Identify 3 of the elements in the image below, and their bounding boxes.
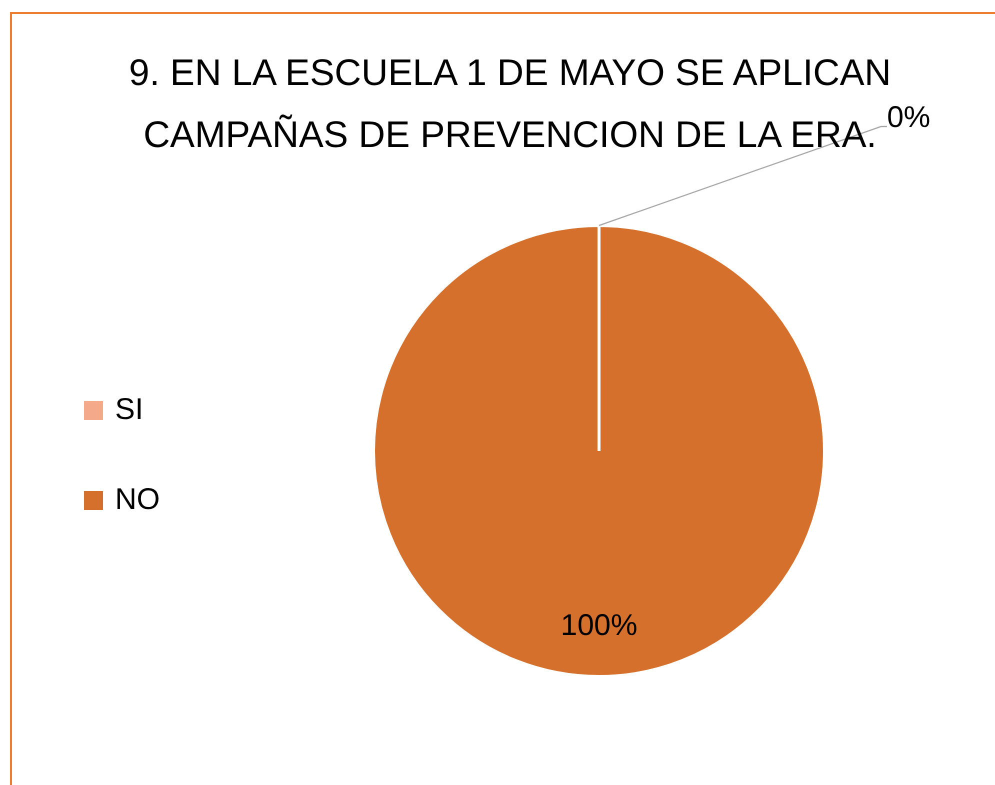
data-label: 100% <box>560 609 638 642</box>
legend-label: SI <box>115 393 144 427</box>
legend-label: NO <box>115 483 160 517</box>
